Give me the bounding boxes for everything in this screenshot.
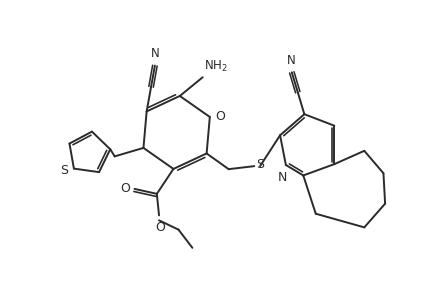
Text: S: S: [60, 164, 68, 177]
Text: N: N: [278, 171, 287, 184]
Text: S: S: [256, 158, 264, 171]
Text: O: O: [215, 110, 225, 123]
Text: N: N: [287, 54, 296, 66]
Text: O: O: [120, 181, 130, 195]
Text: N: N: [151, 47, 159, 60]
Text: NH$_2$: NH$_2$: [204, 59, 228, 74]
Text: O: O: [155, 221, 165, 234]
